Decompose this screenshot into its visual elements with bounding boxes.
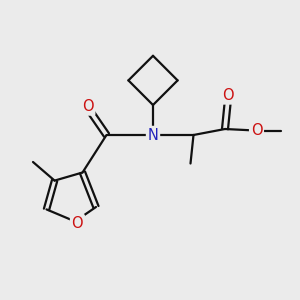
Text: O: O (251, 123, 262, 138)
Text: O: O (222, 88, 234, 103)
Text: O: O (72, 216, 83, 231)
Text: N: N (148, 128, 158, 142)
Text: O: O (82, 99, 94, 114)
